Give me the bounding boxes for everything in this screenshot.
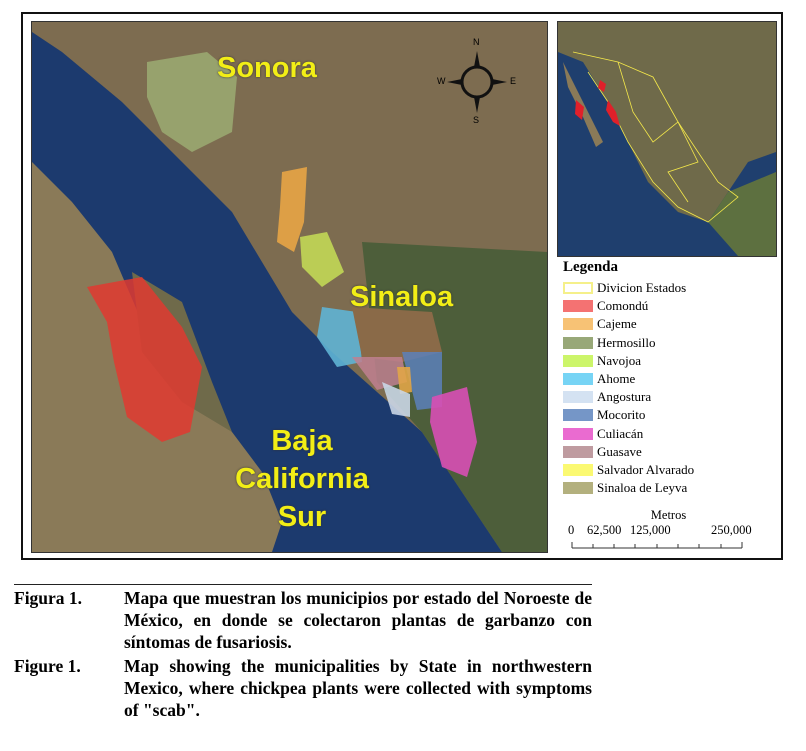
legend-swatch: [563, 482, 593, 495]
legend-item: Sinaloa de Leyva: [563, 479, 778, 497]
legend-label: Mocorito: [597, 407, 646, 423]
scale-bar-graphic: [571, 542, 743, 549]
scale-tick-label: 0: [568, 523, 575, 537]
legend-item: Comondú: [563, 297, 778, 315]
label-baja-california-sur: Baja California Sur: [235, 425, 369, 533]
legend-swatch: [563, 354, 593, 367]
legend-item: Navojoa: [563, 352, 778, 370]
legend-item: Divicion Estados: [563, 279, 778, 297]
legend-label: Guasave: [597, 443, 642, 459]
scale-bar: Metros 0 62,500 125,000 250,000: [566, 508, 781, 554]
legend-item: Mocorito: [563, 406, 778, 424]
caption-spanish: Figura 1. Mapa que muestran los municipio…: [14, 587, 592, 653]
legend-item: Hermosillo: [563, 334, 778, 352]
legend-swatch: [563, 409, 593, 422]
label-sonora: Sonora: [217, 52, 317, 84]
legend-swatch: [563, 391, 593, 404]
legend-item: Culiacán: [563, 425, 778, 443]
legend-item: Ahome: [563, 370, 778, 388]
legend-label: Ahome: [597, 371, 636, 387]
legend-label: Sinaloa de Leyva: [597, 480, 688, 496]
scale-tick-label: 125,000: [630, 523, 671, 537]
caption-key: Figure 1.: [14, 656, 81, 676]
legend-swatch: [563, 445, 593, 458]
legend-title: Legenda: [563, 259, 619, 275]
label-sinaloa: Sinaloa: [350, 281, 454, 313]
legend-label: Salvador Alvarado: [597, 461, 695, 477]
figure-caption: Figura 1. Mapa que muestran los municipio…: [14, 584, 592, 721]
legend-swatch: [563, 427, 593, 440]
main-map: Sonora Sinaloa Baja California Sur N S W…: [31, 21, 548, 553]
legend-swatch: [563, 463, 593, 476]
legend-swatch: [563, 300, 593, 313]
legend-label: Cajeme: [597, 316, 637, 332]
caption-english: Figure 1. Map showing the municipalities …: [14, 655, 592, 721]
legend-label: Hermosillo: [597, 334, 656, 350]
legend-swatch: [563, 318, 593, 331]
scale-unit: Metros: [650, 508, 687, 522]
legend-swatch: [563, 373, 593, 386]
legend-label: Comondú: [597, 298, 649, 314]
legend-item: Angostura: [563, 388, 778, 406]
legend-label: Divicion Estados: [597, 280, 687, 296]
legend-swatch: [563, 282, 593, 295]
legend-swatch: [563, 336, 593, 349]
scale-tick-label: 250,000: [711, 523, 752, 537]
legend-item: Cajeme: [563, 315, 778, 333]
compass-rose-icon: N S W E: [437, 37, 517, 127]
legend-item: Guasave: [563, 443, 778, 461]
caption-key: Figura 1.: [14, 588, 83, 608]
compass-e: E: [510, 76, 517, 86]
compass-s: S: [473, 115, 480, 125]
legend-label: Navojoa: [597, 352, 642, 368]
legend-item: Salvador Alvarado: [563, 461, 778, 479]
compass-w: W: [437, 76, 446, 86]
scale-tick-label: 62,500: [587, 523, 622, 537]
caption-text: Mapa que muestran los municipios por est…: [124, 588, 592, 652]
legend-label: Culiacán: [597, 425, 644, 441]
caption-text: Map showing the municipalities by State …: [124, 656, 592, 720]
compass-n: N: [473, 37, 480, 47]
inset-map-mexico: [557, 21, 777, 257]
legend-label: Angostura: [597, 389, 652, 405]
map-legend: Legenda Divicion Estados Comondú Cajeme Her…: [563, 259, 778, 497]
